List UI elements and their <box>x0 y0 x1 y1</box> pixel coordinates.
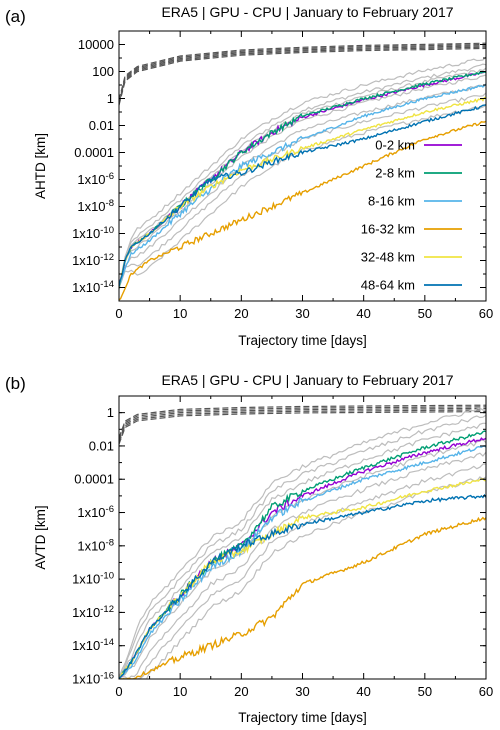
grey-reference-curve <box>119 67 486 287</box>
y-tick-label: 1x10-6 <box>77 504 114 520</box>
chart-title: ERA5 | GPU - CPU | January to February 2… <box>161 4 453 20</box>
x-tick-label: 10 <box>173 684 187 699</box>
y-axis-label: AHTD [km] <box>33 133 48 199</box>
grey-reference-curve <box>119 451 486 679</box>
legend-label: 8-16 km <box>368 194 415 209</box>
series-line-8-16km <box>119 445 486 679</box>
grey-reference-curve <box>119 476 486 679</box>
grey-reference-curve <box>119 463 486 679</box>
grey-reference-curve <box>119 63 486 288</box>
plot-frame <box>118 30 487 302</box>
y-tick-label: 0.01 <box>89 438 114 453</box>
x-tick-label: 40 <box>356 684 370 699</box>
series-line-0-2km <box>119 437 486 679</box>
series-line-48-64km <box>119 104 486 287</box>
reference-dashed-line <box>119 42 486 101</box>
x-axis-label: Trajectory time [days] <box>238 710 367 725</box>
y-tick-label: 10000 <box>78 37 114 52</box>
x-tick-label: 50 <box>418 684 432 699</box>
y-tick-label: 1x10-10 <box>72 225 114 241</box>
series-line-8-16km <box>119 83 486 288</box>
reference-dashed-line <box>119 411 486 445</box>
grey-reference-curve <box>119 56 486 288</box>
chart-panel-b: (b) ERA5 | GPU - CPU | January to Februar… <box>5 372 493 725</box>
y-tick-label: 0.01 <box>89 118 114 133</box>
legend-label: 32-48 km <box>361 250 415 265</box>
x-tick-label: 0 <box>115 306 122 321</box>
legend: 0-2 km 2-8 km 8-16 km 16-32 km 32-48 km 48-64… <box>361 138 462 293</box>
reference-dashed-line <box>119 46 486 105</box>
grey-reference-curve <box>119 438 486 679</box>
y-tick-label: 1x10-14 <box>72 279 114 295</box>
x-tick-label: 30 <box>295 684 309 699</box>
x-tick-label: 0 <box>115 684 122 699</box>
y-tick-label: 1x10-12 <box>72 252 114 268</box>
grey-reference-curve <box>119 407 486 678</box>
reference-dashed-line <box>119 47 486 106</box>
grey-reference-curve <box>119 414 486 679</box>
y-tick-label: 1x10-14 <box>72 637 114 653</box>
plot-area <box>119 42 486 301</box>
grey-reference-curve <box>119 104 486 288</box>
y-tick-label: 1x10-10 <box>72 571 114 587</box>
grey-reference-curve <box>119 83 486 290</box>
x-tick-label: 60 <box>479 306 493 321</box>
series-line-2-8km <box>119 71 486 289</box>
x-tick-label: 60 <box>479 684 493 699</box>
x-tick-label: 20 <box>234 306 248 321</box>
legend-label: 16-32 km <box>361 222 415 237</box>
x-tick-label: 30 <box>295 306 309 321</box>
series-line-48-64km <box>119 493 486 679</box>
chart-panel-a: (a) ERA5 | GPU - CPU | January to Februar… <box>5 4 493 348</box>
chart-title: ERA5 | GPU - CPU | January to February 2… <box>161 372 453 388</box>
y-tick-label: 1x10-6 <box>77 171 114 187</box>
y-tick-label: 1x10-16 <box>72 671 114 687</box>
y-tick-label: 1x10-12 <box>72 604 114 620</box>
series-line-16-32km <box>119 516 486 679</box>
panel-label: (a) <box>5 7 26 26</box>
series-line-2-8km <box>119 430 486 679</box>
series-line-32-48km <box>119 96 486 289</box>
y-tick-label: 100 <box>92 64 114 79</box>
y-axis-label: AVTD [km] <box>33 505 48 569</box>
x-tick-label: 50 <box>418 306 432 321</box>
y-tick-label: 1x10-8 <box>77 537 114 553</box>
legend-label: 0-2 km <box>375 138 415 153</box>
legend-label: 48-64 km <box>361 278 415 293</box>
x-tick-label: 40 <box>356 306 370 321</box>
reference-dashed-line <box>119 45 486 103</box>
grey-reference-curve <box>119 74 486 287</box>
grey-reference-curve <box>119 422 486 679</box>
y-tick-label: 0.0001 <box>74 472 114 487</box>
legend-label: 2-8 km <box>375 166 415 181</box>
x-tick-label: 10 <box>173 306 187 321</box>
reference-dashed-line <box>119 404 486 438</box>
reference-dashed-line <box>119 43 486 102</box>
series-line-16-32km <box>119 120 486 301</box>
y-tick-label: 1 <box>107 91 114 106</box>
plot-area <box>119 404 486 679</box>
y-tick-label: 1 <box>107 405 114 420</box>
reference-dashed-line <box>119 406 486 440</box>
y-tick-label: 0.0001 <box>74 145 114 160</box>
y-tick-label: 1x10-8 <box>77 198 114 214</box>
reference-dashed-line <box>119 409 486 443</box>
reference-dashed-line <box>119 407 486 442</box>
plot-frame <box>118 395 487 680</box>
panel-label: (b) <box>5 374 26 393</box>
x-tick-label: 20 <box>234 684 248 699</box>
x-axis-label: Trajectory time [days] <box>238 333 367 348</box>
grey-reference-curve <box>119 92 486 288</box>
